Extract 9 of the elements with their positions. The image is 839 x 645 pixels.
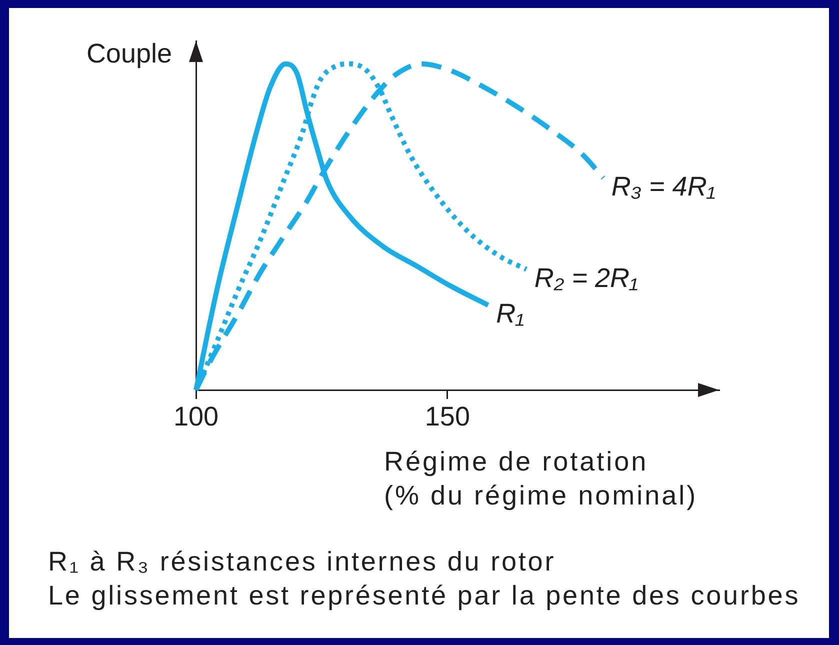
series-label: R₁ [496,298,524,329]
series-label: R₃ = 4R₁ [611,172,716,202]
x-tick-label: 150 [424,402,470,432]
x-axis-title: Régime de rotation (% du régime nominal) [384,446,698,510]
text: R₁ à R₃ résistances internes du rotor [48,546,556,576]
x-tick-label: 100 [173,402,219,432]
y-axis-title: Couple [86,38,172,68]
text: Le glissement est représenté par la pente des courbes [48,580,800,610]
series-label: R₂ = 2R₁ [534,262,638,293]
